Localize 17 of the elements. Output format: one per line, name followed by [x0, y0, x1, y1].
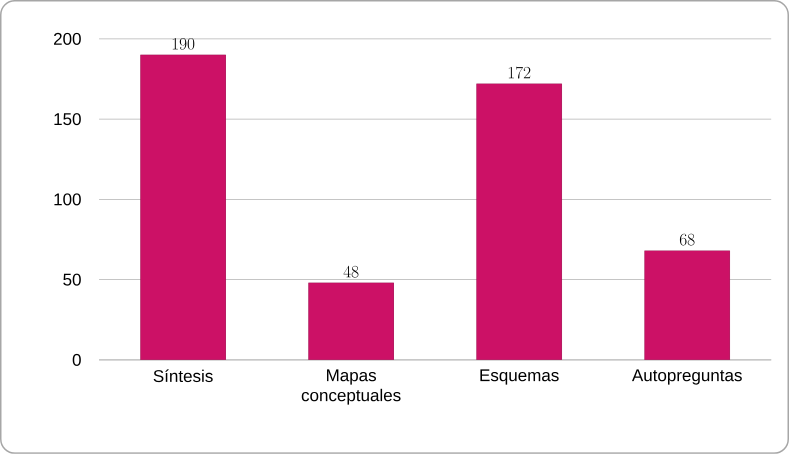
bar — [644, 250, 730, 360]
bar — [140, 54, 226, 360]
y-tick-label: 0 — [72, 354, 81, 366]
bar — [308, 282, 394, 360]
data-label: 48 — [344, 266, 358, 278]
y-tick-label: 50 — [63, 274, 81, 286]
y-tick-label: 200 — [54, 32, 81, 45]
bar — [476, 84, 562, 360]
y-tick-label: 150 — [54, 113, 81, 126]
x-tick-label: Autopreguntas — [632, 369, 742, 385]
x-tick-label: Esquemas — [480, 369, 559, 385]
data-label: 68 — [680, 234, 695, 246]
x-tick-label: Mapas conceptuales — [302, 369, 401, 405]
y-tick-label: 100 — [54, 193, 81, 206]
data-label: 190 — [172, 38, 194, 50]
data-label: 172 — [508, 66, 530, 79]
x-tick-label: Síntesis — [154, 369, 213, 382]
